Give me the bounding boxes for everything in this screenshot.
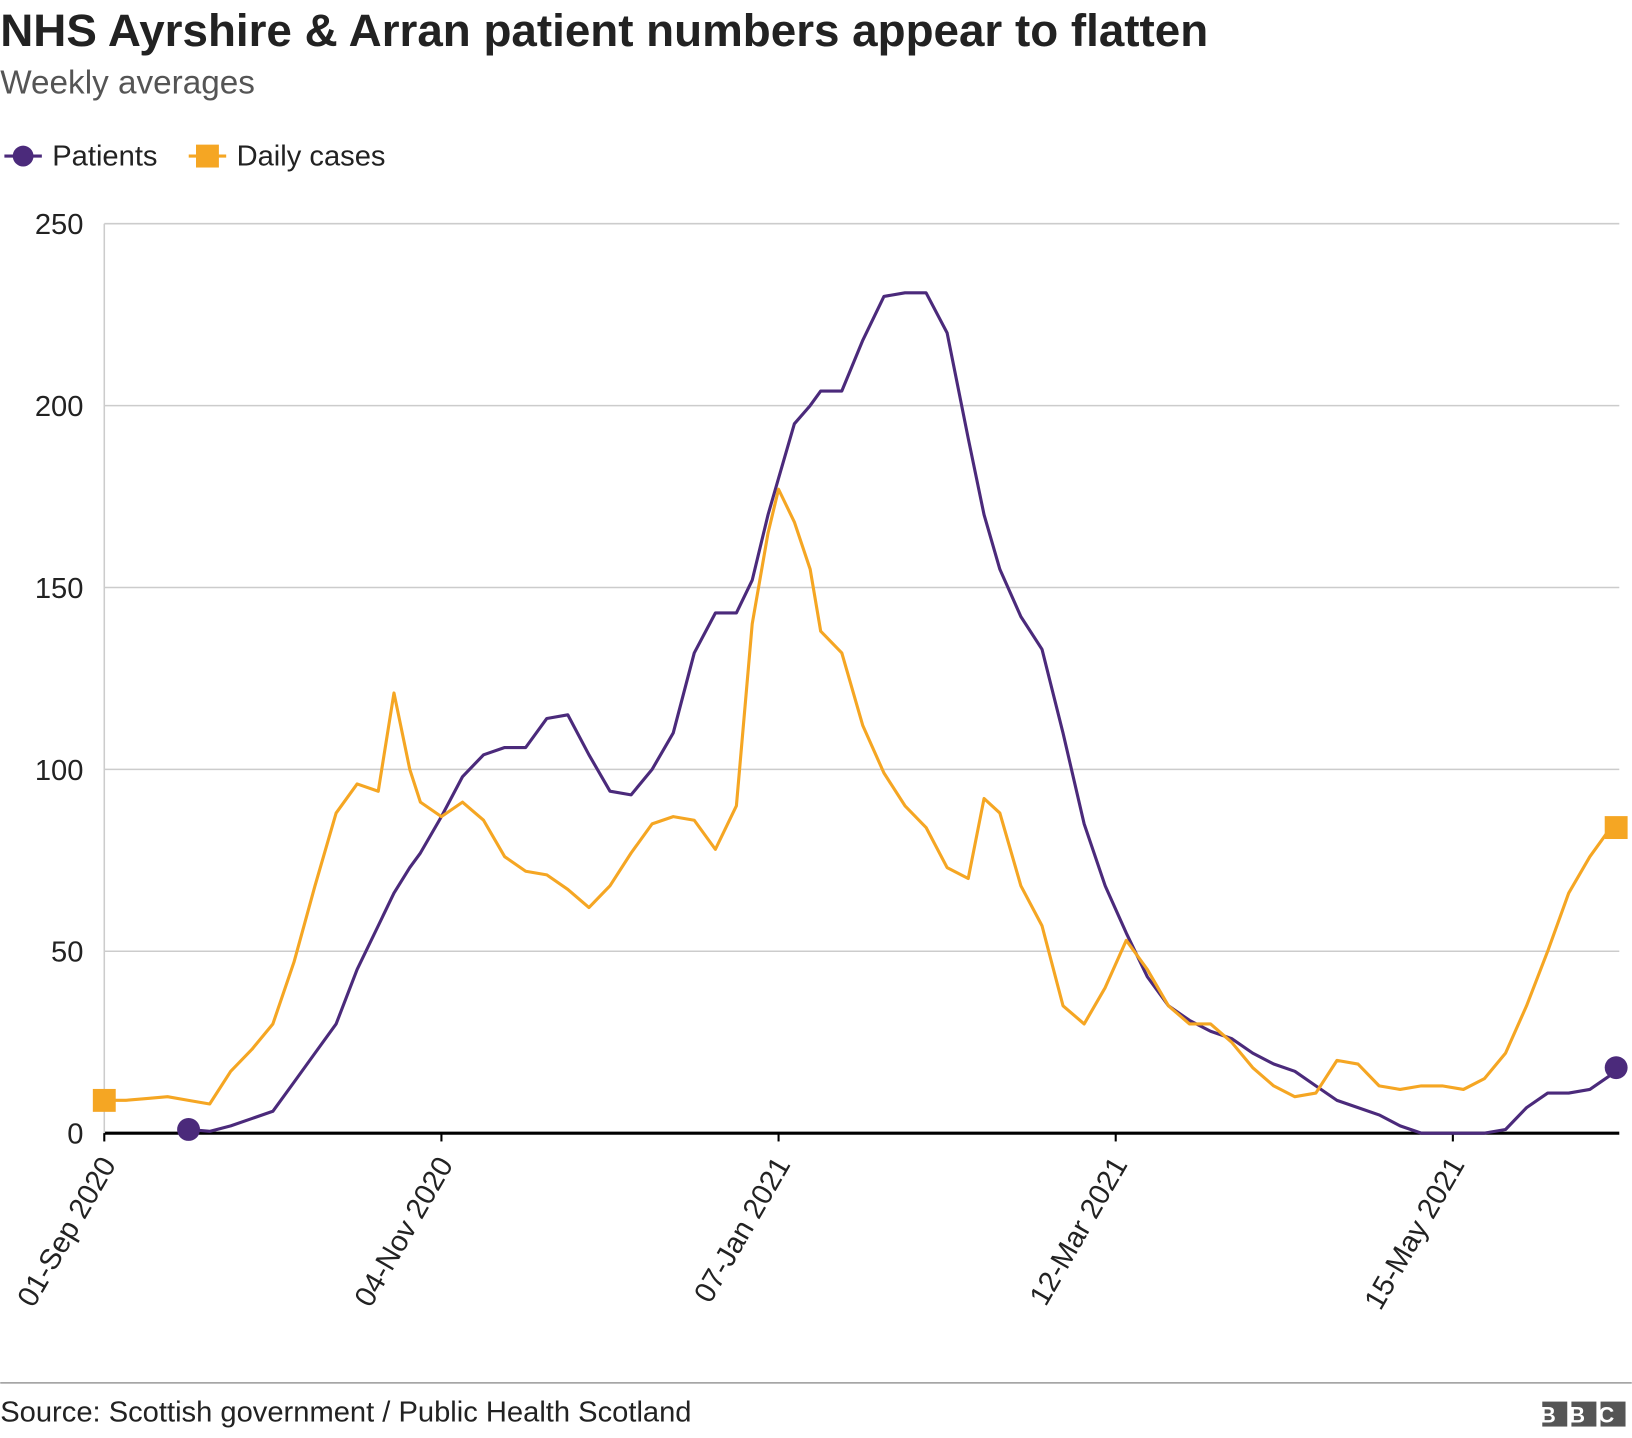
end-marker [177,1118,201,1141]
logo-box [1571,1401,1597,1427]
x-tick-label: 07-Jan 2021 [688,1152,797,1308]
x-tick-label: 04-Nov 2020 [349,1152,460,1312]
y-tick-label: 250 [35,209,84,241]
y-tick-label: 50 [51,937,83,969]
x-tick-label: 01-Sep 2020 [12,1152,123,1312]
x-tick-label: 15-May 2021 [1359,1152,1472,1315]
legend-marker [196,144,219,168]
logo: BBC [1540,1401,1628,1427]
x-tick-label: 12-Mar 2021 [1024,1152,1134,1311]
legend-item: Daily cases [188,140,386,172]
series-line [188,291,1618,1135]
y-tick-label: 150 [35,573,84,605]
end-marker [1604,1056,1628,1080]
chart-title: NHS Ayrshire & Arran patient numbers app… [0,5,1208,56]
y-tick-label: 100 [35,755,84,787]
legend-label: Patients [52,140,157,172]
y-tick-label: 200 [35,391,84,423]
source: Source: Scottish government / Public Hea… [0,1396,691,1428]
legend-marker [12,145,34,167]
legend-item: Patients [4,140,158,172]
logo-box [1542,1401,1568,1427]
y-tick-label: 0 [67,1119,83,1151]
end-marker [92,1088,116,1112]
legend-label: Daily cases [237,140,386,172]
end-marker [1604,816,1628,840]
chart-subtitle: Weekly averages [0,65,255,102]
logo-box [1600,1401,1626,1427]
series-line [104,487,1617,1106]
logo-text: BBC [1540,1402,1628,1427]
